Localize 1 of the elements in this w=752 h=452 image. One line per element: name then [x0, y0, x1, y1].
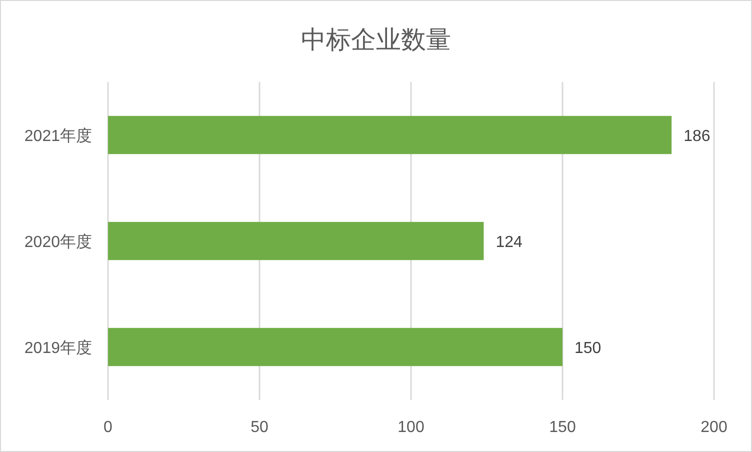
title: 中标企业数量 [301, 26, 451, 54]
